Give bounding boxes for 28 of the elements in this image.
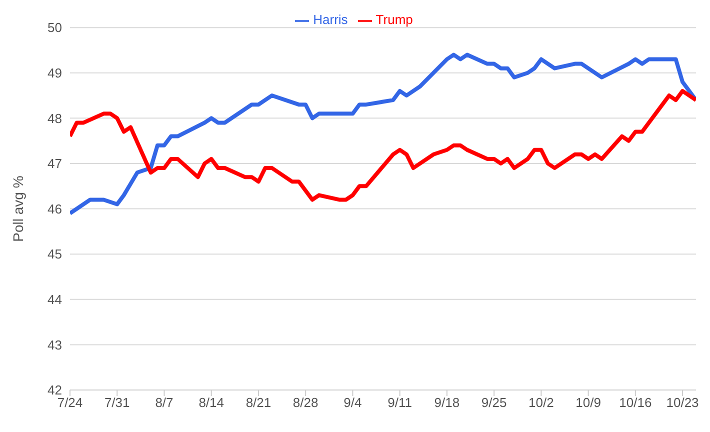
y-tick-label: 49 — [48, 65, 62, 80]
x-tick-label: 9/4 — [344, 395, 362, 410]
y-tick-label: 46 — [48, 201, 62, 216]
x-tick-label: 8/28 — [292, 395, 318, 410]
y-tick-label: 47 — [48, 156, 62, 172]
y-tick-label: 45 — [48, 246, 62, 262]
y-tick-label: 44 — [48, 292, 62, 308]
x-tick-label: 9/11 — [388, 395, 412, 410]
x-tick-label: 8/21 — [246, 395, 272, 410]
legend-label: Harris — [313, 12, 348, 27]
x-tick-label: 10/9 — [576, 395, 601, 410]
line-series — [70, 88, 696, 202]
x-tick-label: 10/16 — [619, 395, 652, 410]
x-tick-label: 10/23 — [666, 395, 699, 410]
y-tick-label: 42 — [48, 382, 62, 398]
x-tick-label: 7/24 — [57, 395, 83, 410]
line-series — [70, 52, 696, 216]
legend-label: Trump — [376, 12, 413, 27]
y-tick-label: 43 — [48, 337, 62, 352]
x-tick-label: 9/18 — [434, 395, 460, 410]
x-tick-label: 8/14 — [198, 395, 224, 410]
x-tick-label: 10/2 — [528, 395, 554, 410]
x-tick-label: 7/31 — [104, 395, 130, 410]
x-tick-label: 9/25 — [481, 395, 507, 410]
y-axis-title: Poll avg % — [10, 176, 26, 242]
x-tick-label: 8/7 — [155, 395, 174, 410]
y-tick-label: 48 — [48, 110, 62, 126]
y-tick-label: 50 — [48, 20, 62, 36]
